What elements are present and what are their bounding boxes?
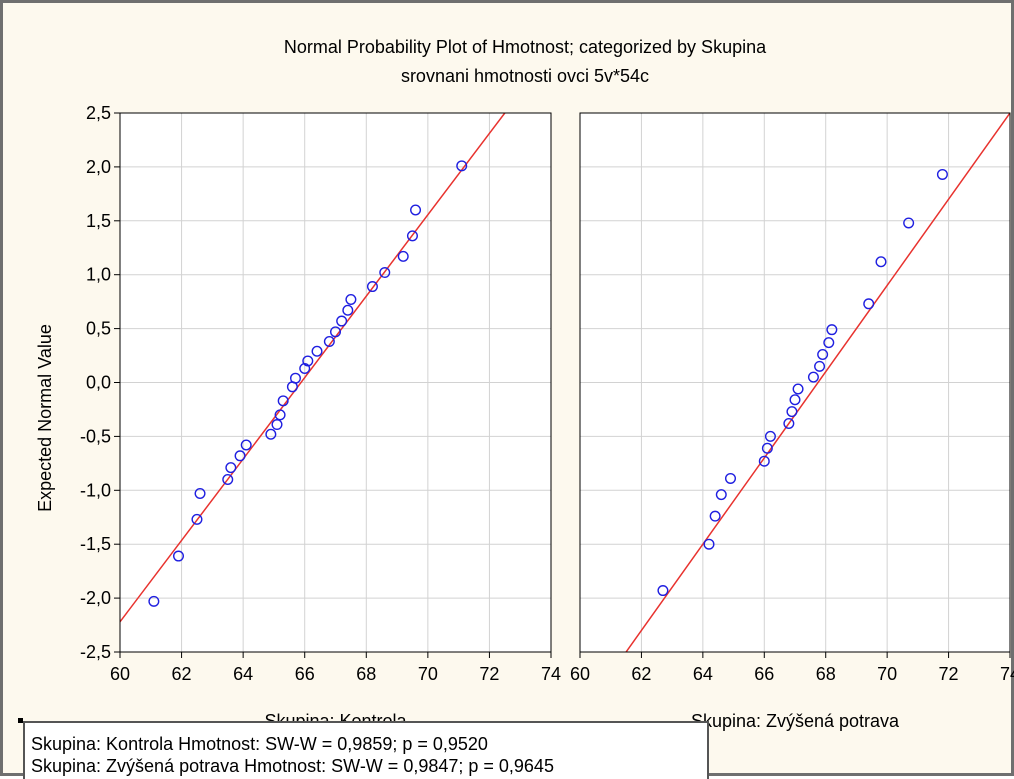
plot-frame [579,112,1011,653]
data-point [709,510,721,522]
data-point [936,168,948,180]
data-point [277,395,289,407]
x-tick-label: 66 [754,664,774,684]
x-tick-label: 70 [418,664,438,684]
data-point [148,595,160,607]
data-point [725,472,737,484]
y-tick-label: -1,5 [80,534,111,554]
data-point [406,230,418,242]
data-point [792,383,804,395]
data-point [397,250,409,262]
data-point [299,362,311,374]
data-point [336,315,348,327]
data-point [410,204,422,216]
data-point [265,428,277,440]
data-point [194,488,206,500]
data-point [783,417,795,429]
data-point [366,281,378,293]
x-tick-label: 70 [877,664,897,684]
y-tick-label: 2,5 [86,103,111,123]
y-tick-label: -1,0 [80,480,111,500]
plot-panels: -2,5 -2,0 -1,5 -1,0 -0,5 0,0 0,5 1,0 1,5 2,0 2,5 60… [80,103,1014,731]
data-point [764,430,776,442]
data-point [826,324,838,336]
x-tick-label: 74 [541,664,561,684]
data-point [172,550,184,562]
fit-line [625,113,1010,652]
data-point [191,513,203,525]
y-tick-label: 0,5 [86,319,111,339]
data-point [234,450,246,462]
x-tick-label: 74 [1000,664,1014,684]
y-tick-label: -2,5 [80,642,111,662]
data-point [274,409,286,421]
data-point [345,293,357,305]
y-axis-label: Expected Normal Value [35,324,55,512]
data-point [222,474,234,486]
data-point [379,267,391,279]
data-point [823,337,835,349]
chart-subtitle: srovnani hmotnosti ovci 5v*54c [401,66,649,86]
y-tick-label: 1,0 [86,265,111,285]
y-tick-label: -0,5 [80,426,111,446]
data-point [814,360,826,372]
panel-kontrola: -2,5 -2,0 -1,5 -1,0 -0,5 0,0 0,5 1,0 1,5 2,0 2,5 60… [80,103,561,731]
data-point [311,345,323,357]
y-tick-label: 1,5 [86,211,111,231]
x-tick-label: 60 [570,664,590,684]
data-point [703,538,715,550]
x-tick-label: 72 [939,664,959,684]
data-point [863,298,875,310]
chart-title: Normal Probability Plot of Hmotnost; cat… [284,37,767,57]
data-point [789,394,801,406]
data-point [903,217,915,229]
data-point [330,326,342,338]
x-tick-label: 68 [356,664,376,684]
y-tick-label: -2,0 [80,588,111,608]
x-tick-label: 66 [295,664,315,684]
x-tick-label: 72 [479,664,499,684]
data-point [456,160,468,172]
x-axis-label: Skupina: Zvýšená potrava [691,711,900,731]
chart-canvas: Normal Probability Plot of Hmotnost; cat… [35,37,1014,731]
stats-line-kontrola: Skupina: Kontrola Hmotnost: SW-W = 0,985… [31,734,488,754]
y-tick-label: 0,0 [86,373,111,393]
stats-line-zvysena-potrava: Skupina: Zvýšená potrava Hmotnost: SW-W … [31,756,554,776]
data-point [761,442,773,454]
data-point [289,372,301,384]
data-point [240,439,252,451]
data-point [302,355,314,367]
x-tick-label: 60 [110,664,130,684]
panel-zvysena-potrava: 60 62 64 66 68 70 72 74 Skupina: Zvýšená potrava [570,112,1014,731]
y-tick-label: 2,0 [86,157,111,177]
fit-line [120,113,506,623]
resize-handle[interactable] [18,718,23,723]
data-point [758,455,770,467]
data-point [271,419,283,431]
data-point [342,304,354,316]
data-point [657,585,669,597]
data-point [786,406,798,418]
data-point [817,348,829,360]
data-point [225,462,237,474]
x-tick-label: 62 [172,664,192,684]
data-point [807,371,819,383]
x-tick-label: 64 [233,664,253,684]
data-point [875,256,887,268]
stats-legend-box[interactable]: Skupina: Kontrola Hmotnost: SW-W = 0,985… [23,721,709,779]
data-point [323,336,335,348]
x-tick-label: 68 [816,664,836,684]
x-tick-label: 62 [631,664,651,684]
x-tick-label: 64 [693,664,713,684]
data-point [715,489,727,501]
